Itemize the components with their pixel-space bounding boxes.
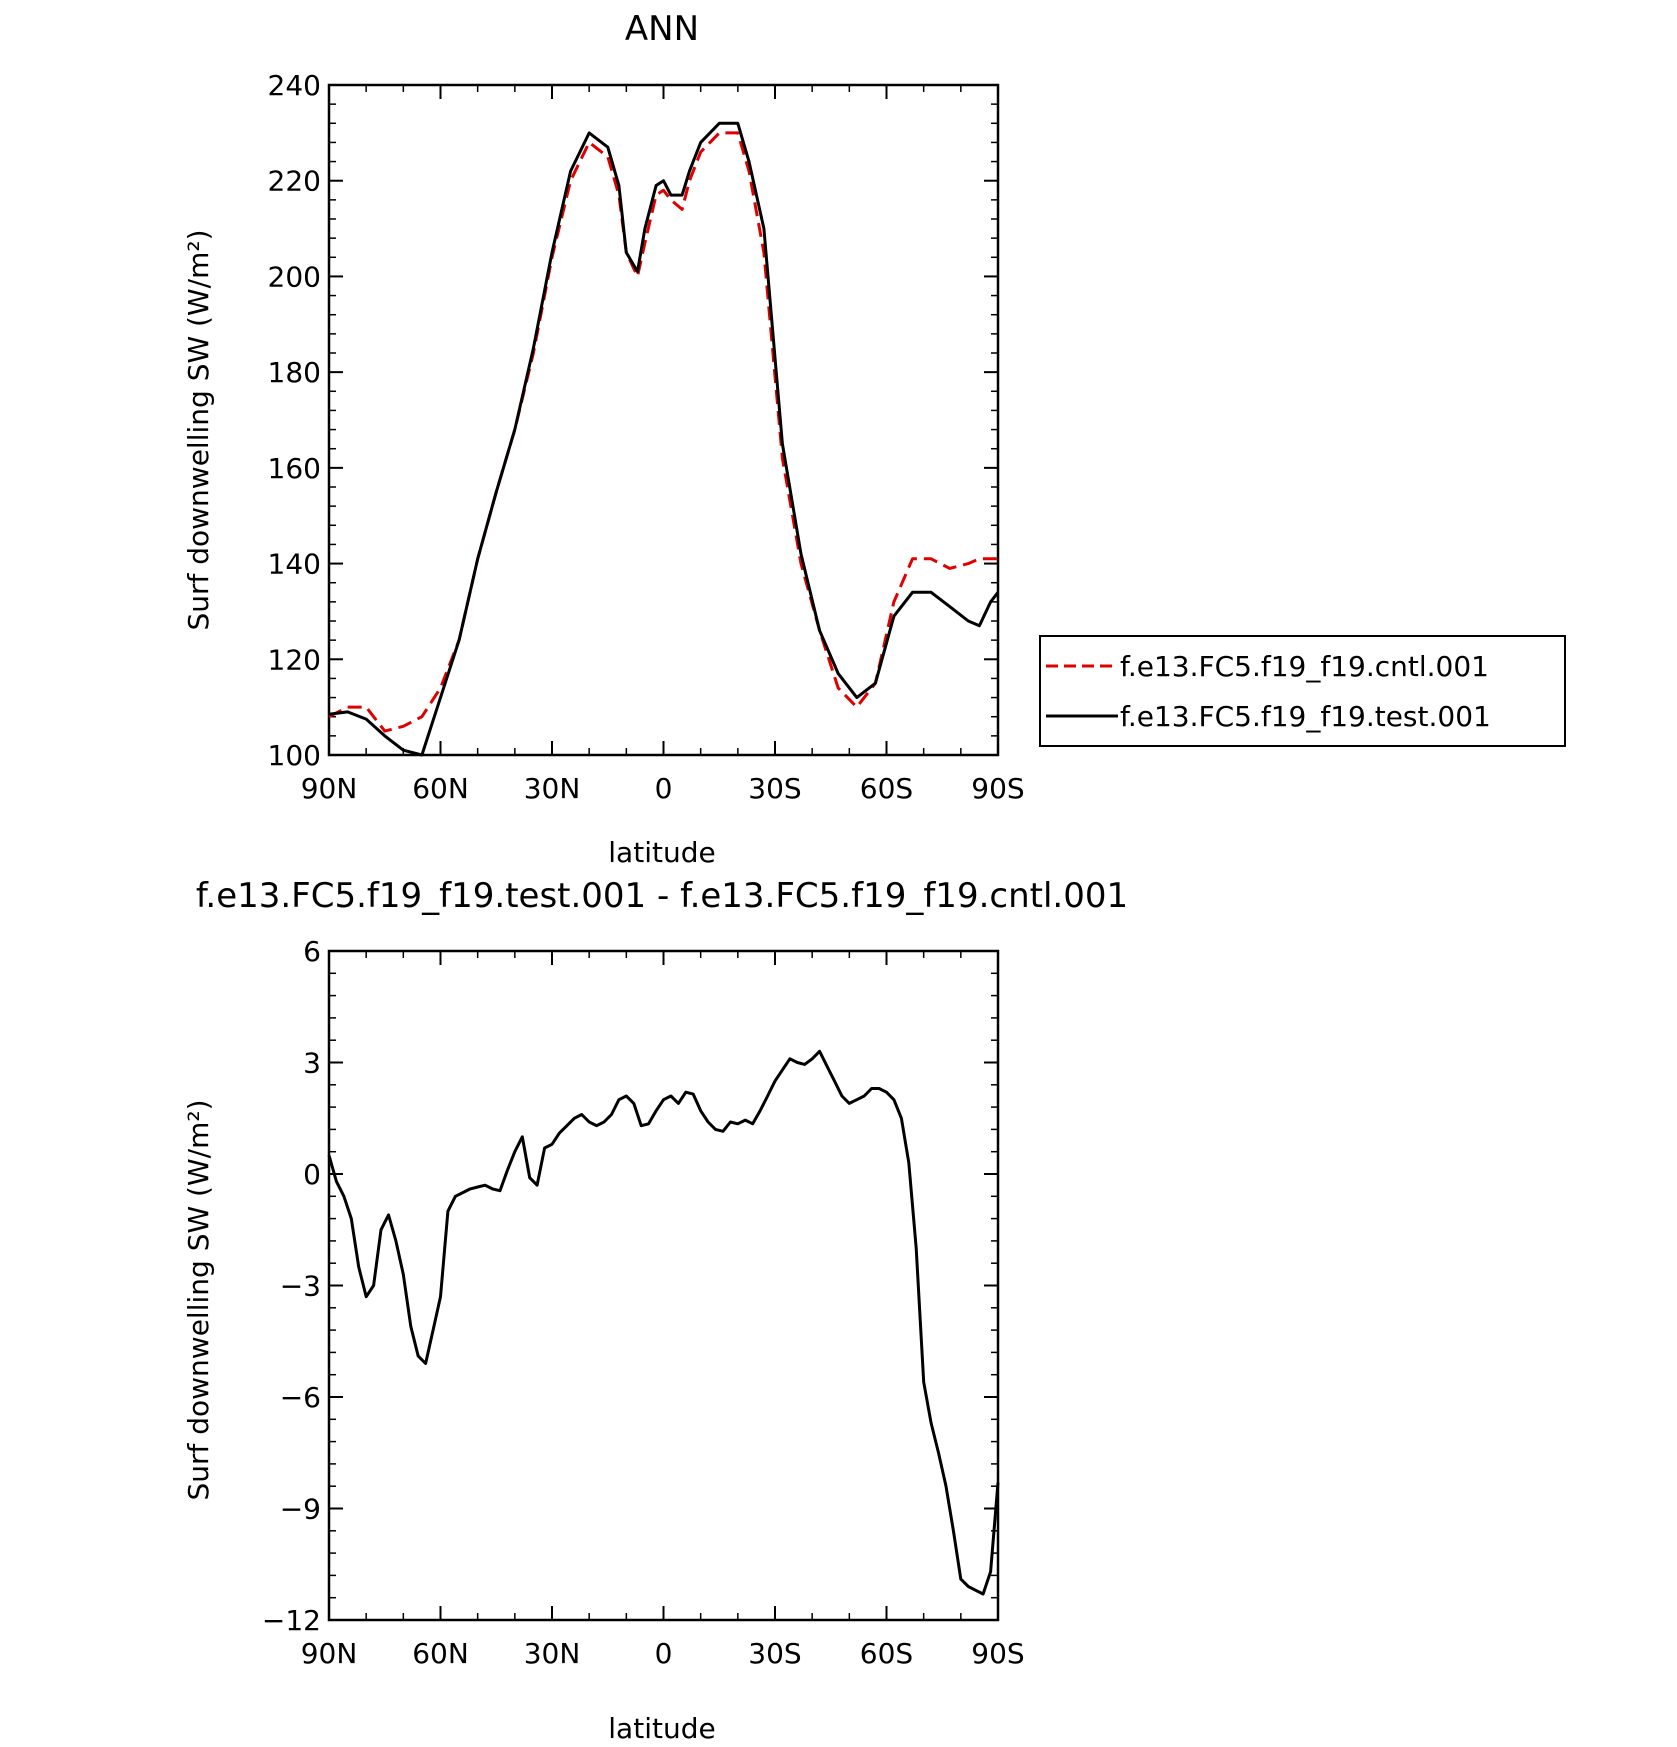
bottom-y-tick-label: −3 (280, 1270, 321, 1303)
bottom-plot-frame (327, 949, 1000, 1622)
top-plot-frame (327, 83, 1000, 757)
legend-label-test: f.e13.FC5.f19_f19.test.001 (1120, 700, 1491, 733)
bottom-y-tick-label: 6 (303, 935, 321, 968)
top-y-tick-label: 140 (268, 548, 321, 581)
bottom-x-tick-label: 90N (301, 1637, 358, 1670)
top-x-tick-label: 60N (412, 772, 469, 805)
bottom-x-tick-label: 60S (860, 1637, 913, 1670)
top-plot-area: 90N 60N 30N 0 30S 60S 90S 100 120 140 160 180 200 220… (268, 69, 1025, 805)
bottom-plot-area: 90N 60N 30N 0 30S 60S 90S −12 −9 −6 −3 0 3 6 (262, 935, 1025, 1670)
legend: f.e13.FC5.f19_f19.cntl.001 f.e13.FC5.f19… (1039, 635, 1566, 747)
legend-label-cntl: f.e13.FC5.f19_f19.cntl.001 (1120, 650, 1489, 683)
bottom-y-tick-label: 0 (303, 1158, 321, 1191)
top-series-line-cntl (328, 131, 998, 733)
top-y-tick-label: 220 (268, 165, 321, 198)
top-y-tick-label: 180 (268, 356, 321, 389)
top-x-tick-label: 30N (524, 772, 581, 805)
bottom-x-tick-label: 30S (748, 1637, 801, 1670)
top-series-line-test (328, 121, 1000, 757)
bottom-x-tick-label: 90S (971, 1637, 1024, 1670)
top-x-tick-label: 90S (971, 772, 1024, 805)
top-x-tick-label: 90N (301, 772, 358, 805)
top-y-tick-label: 120 (268, 643, 321, 676)
legend-box (1039, 635, 1566, 747)
top-chart-title: ANN (625, 9, 699, 49)
bottom-series-line-test (327, 1049, 1000, 1596)
top-x-axis-label: latitude (608, 836, 715, 869)
bottom-y-tick-label: −12 (262, 1604, 321, 1637)
top-y-tick-label: 160 (268, 452, 321, 485)
bottom-x-tick-label: 60N (412, 1637, 469, 1670)
top-y-tick-label: 240 (268, 69, 321, 102)
top-y-tick-label: 200 (268, 260, 321, 293)
bottom-y-axis-label: Surf downwelling SW (W/m²) (182, 1099, 215, 1500)
top-x-tick-label: 30S (748, 772, 801, 805)
bottom-x-axis-label: latitude (608, 1712, 715, 1745)
top-x-tick-label: 0 (655, 772, 673, 805)
bottom-y-tick-label: −9 (280, 1493, 321, 1526)
bottom-x-tick-label: 30N (524, 1637, 581, 1670)
bottom-x-tick-label: 0 (655, 1637, 673, 1670)
bottom-y-tick-label: 3 (303, 1047, 321, 1080)
top-x-tick-label: 60S (860, 772, 913, 805)
bottom-y-tick-label: −6 (280, 1381, 321, 1414)
top-y-axis-label: Surf downwelling SW (W/m²) (182, 229, 215, 630)
bottom-chart-title: f.e13.FC5.f19_f19.test.001 - f.e13.FC5.f… (196, 876, 1128, 916)
top-y-tick-label: 100 (268, 739, 321, 772)
